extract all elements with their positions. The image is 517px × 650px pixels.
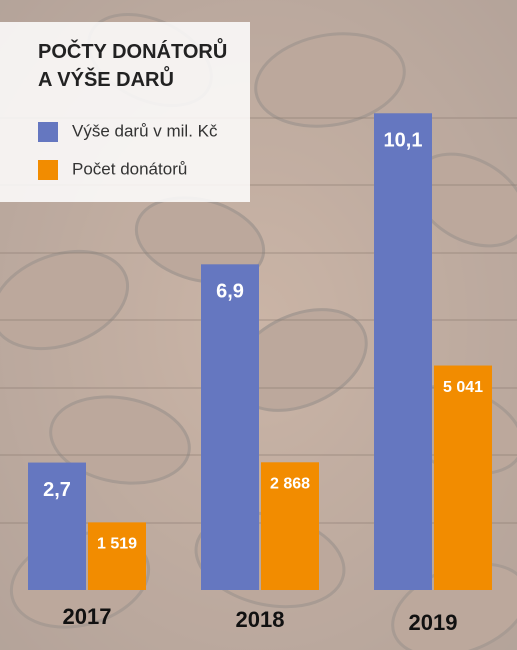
bar bbox=[434, 365, 492, 590]
legend-swatch bbox=[38, 160, 58, 180]
x-tick-label: 2019 bbox=[409, 610, 458, 635]
legend-label: Výše darů v mil. Kč bbox=[72, 121, 218, 140]
x-tick-label: 2018 bbox=[236, 607, 285, 632]
value-label: 6,9 bbox=[216, 281, 244, 303]
bar bbox=[201, 264, 259, 590]
legend-label: Počet donátorů bbox=[72, 159, 187, 178]
value-label: 5 041 bbox=[443, 379, 483, 396]
bar bbox=[374, 113, 432, 590]
legend-swatch bbox=[38, 122, 58, 142]
x-tick-label: 2017 bbox=[63, 604, 112, 629]
value-label: 10,1 bbox=[384, 130, 423, 152]
chart-title: POČTY DONÁTORŮ A VÝŠE DARŮ bbox=[38, 41, 228, 91]
value-label: 2,7 bbox=[43, 479, 71, 501]
value-label: 1 519 bbox=[97, 536, 137, 553]
bar bbox=[28, 462, 86, 590]
bar bbox=[88, 522, 146, 590]
value-label: 2 868 bbox=[270, 476, 310, 493]
bar bbox=[261, 462, 319, 590]
